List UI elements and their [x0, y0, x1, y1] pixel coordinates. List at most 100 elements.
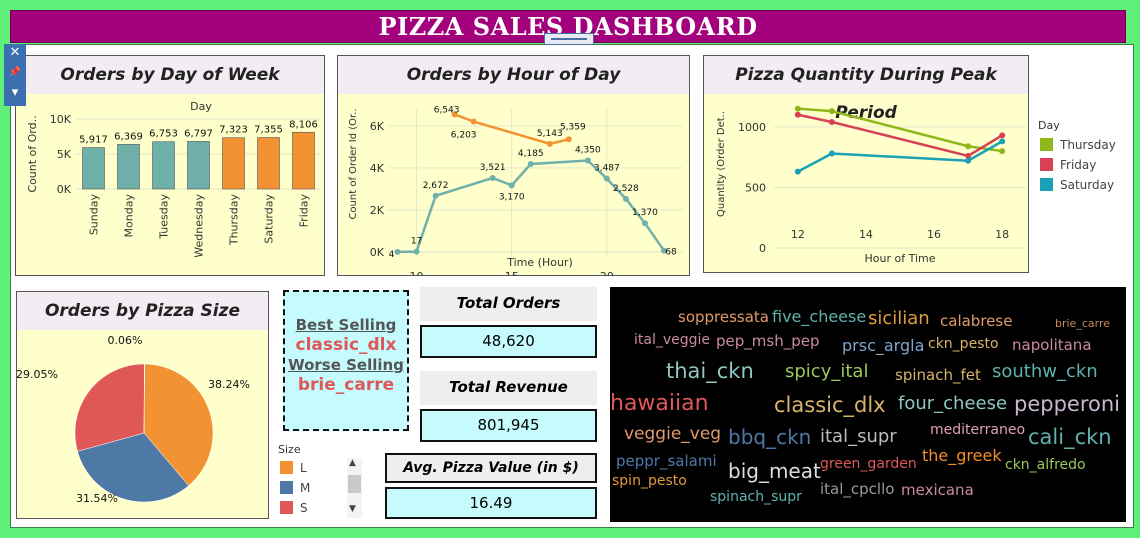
size-legend-label: M [300, 481, 310, 495]
hour-series-line [454, 113, 570, 146]
hour-y-tick: 4K [370, 162, 385, 175]
best-selling-value: classic_dlx [295, 335, 397, 355]
day-x-tick: Wednesday [193, 194, 206, 258]
hour-x-tick: 20 [600, 270, 614, 276]
pie-slice-label: 0.06% [108, 334, 143, 347]
total-revenue-label: Total Revenue [420, 371, 597, 405]
day-bar [152, 141, 175, 190]
scroll-up-icon[interactable]: ▲ [349, 458, 356, 468]
close-icon[interactable]: ✕ [9, 45, 21, 60]
hour-point-label: 5,143 [537, 129, 563, 139]
day-x-tick: Monday [123, 194, 136, 238]
peak-legend-title: Day [1038, 119, 1060, 132]
pie-slice [143, 363, 214, 487]
peak-point [999, 132, 1006, 139]
peak-legend: Day Thursday Friday Saturday [1038, 119, 1116, 192]
wordcloud-term: spin_pesto [612, 473, 687, 489]
drag-handle[interactable] [544, 33, 594, 45]
legend-scrollbar[interactable]: ▲ ▼ [347, 458, 362, 518]
size-legend-swatch [280, 501, 293, 514]
wordcloud-term: southw_ckn [992, 361, 1098, 382]
hour-point [413, 248, 420, 255]
hour-point [546, 140, 553, 147]
wordcloud-term: mexicana [901, 481, 974, 499]
peak-x-tick: 14 [859, 228, 873, 241]
hour-point [660, 247, 667, 254]
day-bar-label: 8,106 [289, 119, 318, 130]
day-x-tick: Saturday [263, 194, 276, 244]
hour-point-label: 2,672 [423, 181, 449, 191]
pie-slice [77, 432, 189, 503]
avg-pizza-value-value: 16.49 [385, 487, 597, 519]
pie-slice [143, 363, 145, 434]
day-bar-label: 7,355 [254, 125, 283, 136]
peak-x-tick: 12 [791, 228, 805, 241]
wordcloud-term: thai_ckn [666, 359, 754, 383]
size-legend-swatch [280, 481, 293, 494]
total-orders-value: 48,620 [420, 325, 597, 358]
pizza-size-pie: 38.24% 31.54% 29.05% 0.06% [17, 334, 250, 505]
total-orders-label: Total Orders [420, 287, 597, 321]
size-chart-title: Orders by Pizza Size [17, 292, 268, 330]
wordcloud-term: prsc_argla [842, 336, 925, 355]
pin-icon[interactable]: 📌 [8, 67, 22, 78]
hour-x-label: Time (Hour) [506, 256, 573, 269]
hour-point [641, 220, 648, 227]
size-legend: Size LMS [278, 443, 310, 515]
wordcloud-term: four_cheese [898, 393, 1008, 414]
hour-point [622, 195, 629, 202]
scroll-down-icon[interactable]: ▼ [349, 504, 356, 514]
hour-point-label: 4,350 [575, 146, 601, 156]
peak-legend-swatch [1040, 158, 1053, 171]
panel-toolbar: ✕ 📌 ▾ [4, 44, 26, 106]
hour-point [470, 118, 477, 125]
hour-point-label: 4 [389, 250, 395, 260]
hour-point [565, 136, 572, 143]
hour-y-tick: 2K [370, 204, 385, 217]
peak-y-tick: 0 [759, 242, 766, 255]
hour-series-line [397, 159, 665, 254]
peak-y-label: Quantity (Order Det.. [716, 111, 727, 217]
hour-point [451, 111, 458, 118]
day-legend-title: Day [190, 100, 212, 113]
hour-point-label: 5,359 [560, 122, 586, 132]
wordcloud-term: napolitana [1012, 336, 1092, 354]
day-x-tick: Friday [298, 194, 311, 228]
peak-y-tick: 500 [745, 181, 766, 194]
hour-point-label: 6,203 [451, 131, 477, 141]
wordcloud-term: spinach_fet [895, 366, 981, 384]
hour-point-label: 3,521 [480, 163, 506, 173]
wordcloud-term: calabrese [940, 312, 1013, 330]
peak-series-line [797, 140, 1003, 173]
hour-point [508, 182, 515, 189]
peak-x-tick: 18 [995, 228, 1009, 241]
menu-chevron-icon[interactable]: ▾ [11, 85, 19, 100]
wordcloud-term: hawaiian [610, 391, 709, 416]
hour-point-label: 2,528 [613, 184, 639, 194]
pie-slice-label: 31.54% [76, 492, 118, 505]
wordcloud-term: classic_dlx [774, 393, 886, 417]
peak-point [794, 111, 801, 118]
hour-point-label: 68 [665, 248, 677, 258]
hour-point [527, 160, 534, 167]
scroll-thumb[interactable] [348, 475, 361, 493]
peak-point [828, 119, 835, 126]
day-bar [187, 141, 210, 190]
peak-x-tick: 16 [927, 228, 941, 241]
peak-point [965, 152, 972, 159]
hour-chart-title: Orders by Hour of Day [338, 56, 689, 94]
hour-y-tick: 6K [370, 120, 385, 133]
worst-selling-value: brie_carre [297, 375, 395, 395]
day-y-label: Count of Ord.. [26, 115, 39, 192]
peak-point [794, 105, 801, 112]
size-legend-label: L [300, 461, 307, 475]
wordcloud-term: sicilian [868, 308, 930, 329]
wordcloud-term: ital_veggie [634, 332, 711, 348]
peak-point [794, 168, 801, 175]
pizza-size-panel: Orders by Pizza Size 38.24% 31.54% 29.05% 0… [16, 291, 269, 519]
best-worst-card: Best Selling classic_dlx Worse Selling b… [283, 290, 409, 431]
day-chart-title: Orders by Day of Week [16, 56, 324, 94]
wordcloud-term: the_greek [922, 446, 1002, 465]
day-y-tick: 5K [57, 148, 72, 161]
day-of-week-chart: Day Count of Ord.. 0K 5K 10K 5,917 Sunday 6,369… [26, 100, 321, 258]
